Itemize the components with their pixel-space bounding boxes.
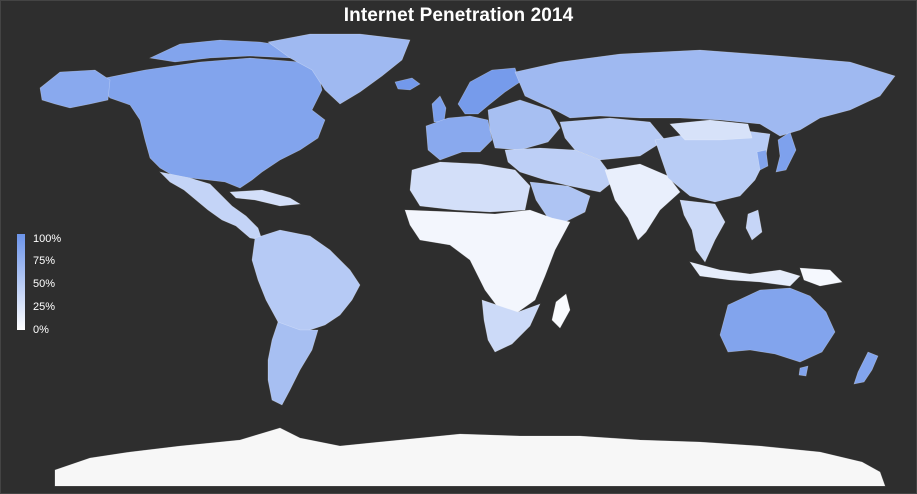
region-antarctica[interactable]	[54, 427, 886, 487]
legend-color-scale	[17, 234, 25, 330]
region-russia[interactable]	[514, 49, 896, 137]
region-united-kingdom[interactable]	[431, 95, 447, 123]
legend-label-25: 25%	[33, 301, 56, 313]
region-madagascar[interactable]	[551, 293, 571, 329]
legend-label-50: 50%	[33, 278, 56, 290]
region-southeast-asia[interactable]	[679, 199, 726, 263]
map-title: Internet Penetration 2014	[343, 5, 574, 26]
region-western-europe[interactable]	[425, 115, 493, 161]
region-japan[interactable]	[775, 131, 797, 173]
region-philippines[interactable]	[745, 209, 763, 241]
region-alaska[interactable]	[39, 69, 111, 109]
region-new-zealand[interactable]	[853, 351, 879, 385]
region-korea[interactable]	[756, 149, 769, 171]
region-kazakhstan[interactable]	[559, 117, 666, 161]
region-indonesia[interactable]	[689, 261, 801, 287]
legend-label-0: 0%	[33, 324, 49, 336]
region-papua-new-guinea[interactable]	[799, 267, 843, 287]
region-scandinavia[interactable]	[457, 67, 521, 115]
region-caribbean[interactable]	[229, 189, 301, 207]
region-tasmania[interactable]	[798, 365, 809, 377]
region-southern-africa[interactable]	[481, 299, 541, 353]
region-southern-cone[interactable]	[267, 321, 319, 406]
region-south-america[interactable]	[251, 229, 361, 346]
region-south-asia[interactable]	[604, 163, 681, 241]
region-north-africa[interactable]	[409, 161, 531, 213]
region-greenland[interactable]	[267, 33, 411, 105]
region-mongolia[interactable]	[669, 119, 753, 141]
region-north-america[interactable]	[94, 57, 326, 189]
region-sub-saharan-africa[interactable]	[404, 209, 571, 313]
region-eastern-europe[interactable]	[487, 99, 561, 151]
legend: 100% 75% 50% 25% 0%	[17, 233, 77, 336]
region-middle-east[interactable]	[504, 147, 616, 193]
legend-label-75: 75%	[33, 255, 56, 267]
region-arabian-peninsula[interactable]	[529, 181, 591, 223]
legend-label-100: 100%	[33, 233, 62, 245]
region-australia[interactable]	[719, 287, 836, 363]
region-iceland[interactable]	[394, 77, 421, 91]
